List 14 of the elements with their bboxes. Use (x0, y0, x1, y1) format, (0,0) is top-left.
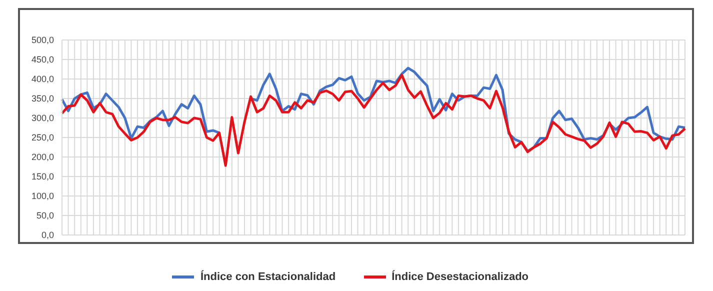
legend-label: Índice con Estacionalidad (200, 271, 336, 283)
y-tick-label: 150,0 (31, 172, 54, 182)
y-tick-label: 300,0 (31, 113, 54, 124)
line-series (60, 74, 686, 167)
y-tick-label: 350,0 (31, 94, 54, 104)
y-tick-label: 250,0 (31, 132, 54, 143)
y-tick-label: 200,0 (31, 152, 54, 162)
legend-label: Índice Desestacionalizado (392, 271, 529, 283)
y-tick-label: 0,0 (41, 230, 54, 240)
y-tick-label: 50,0 (36, 210, 54, 221)
y-tick-label: 400,0 (31, 74, 54, 84)
y-tick-label: 100,0 (31, 191, 54, 202)
y-tick-label: 450,0 (31, 54, 54, 65)
y-tick-label: 500,0 (31, 35, 54, 46)
